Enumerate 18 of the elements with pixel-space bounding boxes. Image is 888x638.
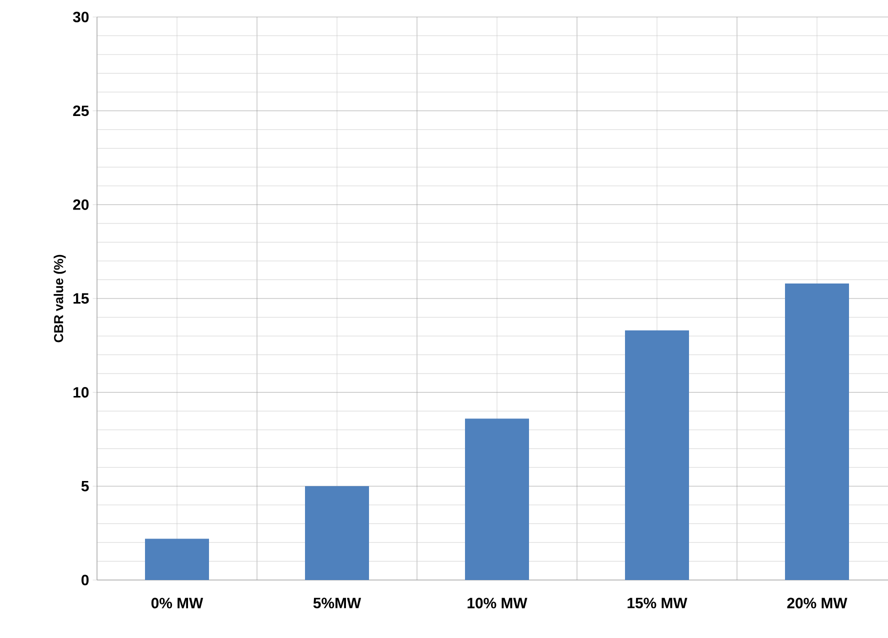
- bar: [625, 330, 690, 580]
- bar: [305, 486, 370, 580]
- y-tick-label: 0: [82, 574, 89, 586]
- y-axis-title: CBR value (%): [54, 254, 66, 342]
- y-tick-label: 15: [74, 293, 89, 304]
- y-tick-label: 20: [73, 199, 89, 210]
- y-tick-label: 30: [72, 12, 89, 22]
- bar: [465, 418, 530, 580]
- x-tick-label: 10% MW: [468, 598, 528, 608]
- y-tick-label: 5: [81, 480, 89, 492]
- x-tick-label: 0% MW: [151, 598, 204, 608]
- y-tick-label: 25: [73, 106, 89, 116]
- bar: [145, 538, 209, 580]
- x-tick-label: 15% MW: [628, 598, 688, 608]
- x-tick-label: 20% MW: [787, 598, 848, 608]
- y-tick-label: 10: [74, 387, 89, 398]
- x-tick-label: 5%MW: [313, 598, 362, 608]
- bar: [785, 283, 850, 580]
